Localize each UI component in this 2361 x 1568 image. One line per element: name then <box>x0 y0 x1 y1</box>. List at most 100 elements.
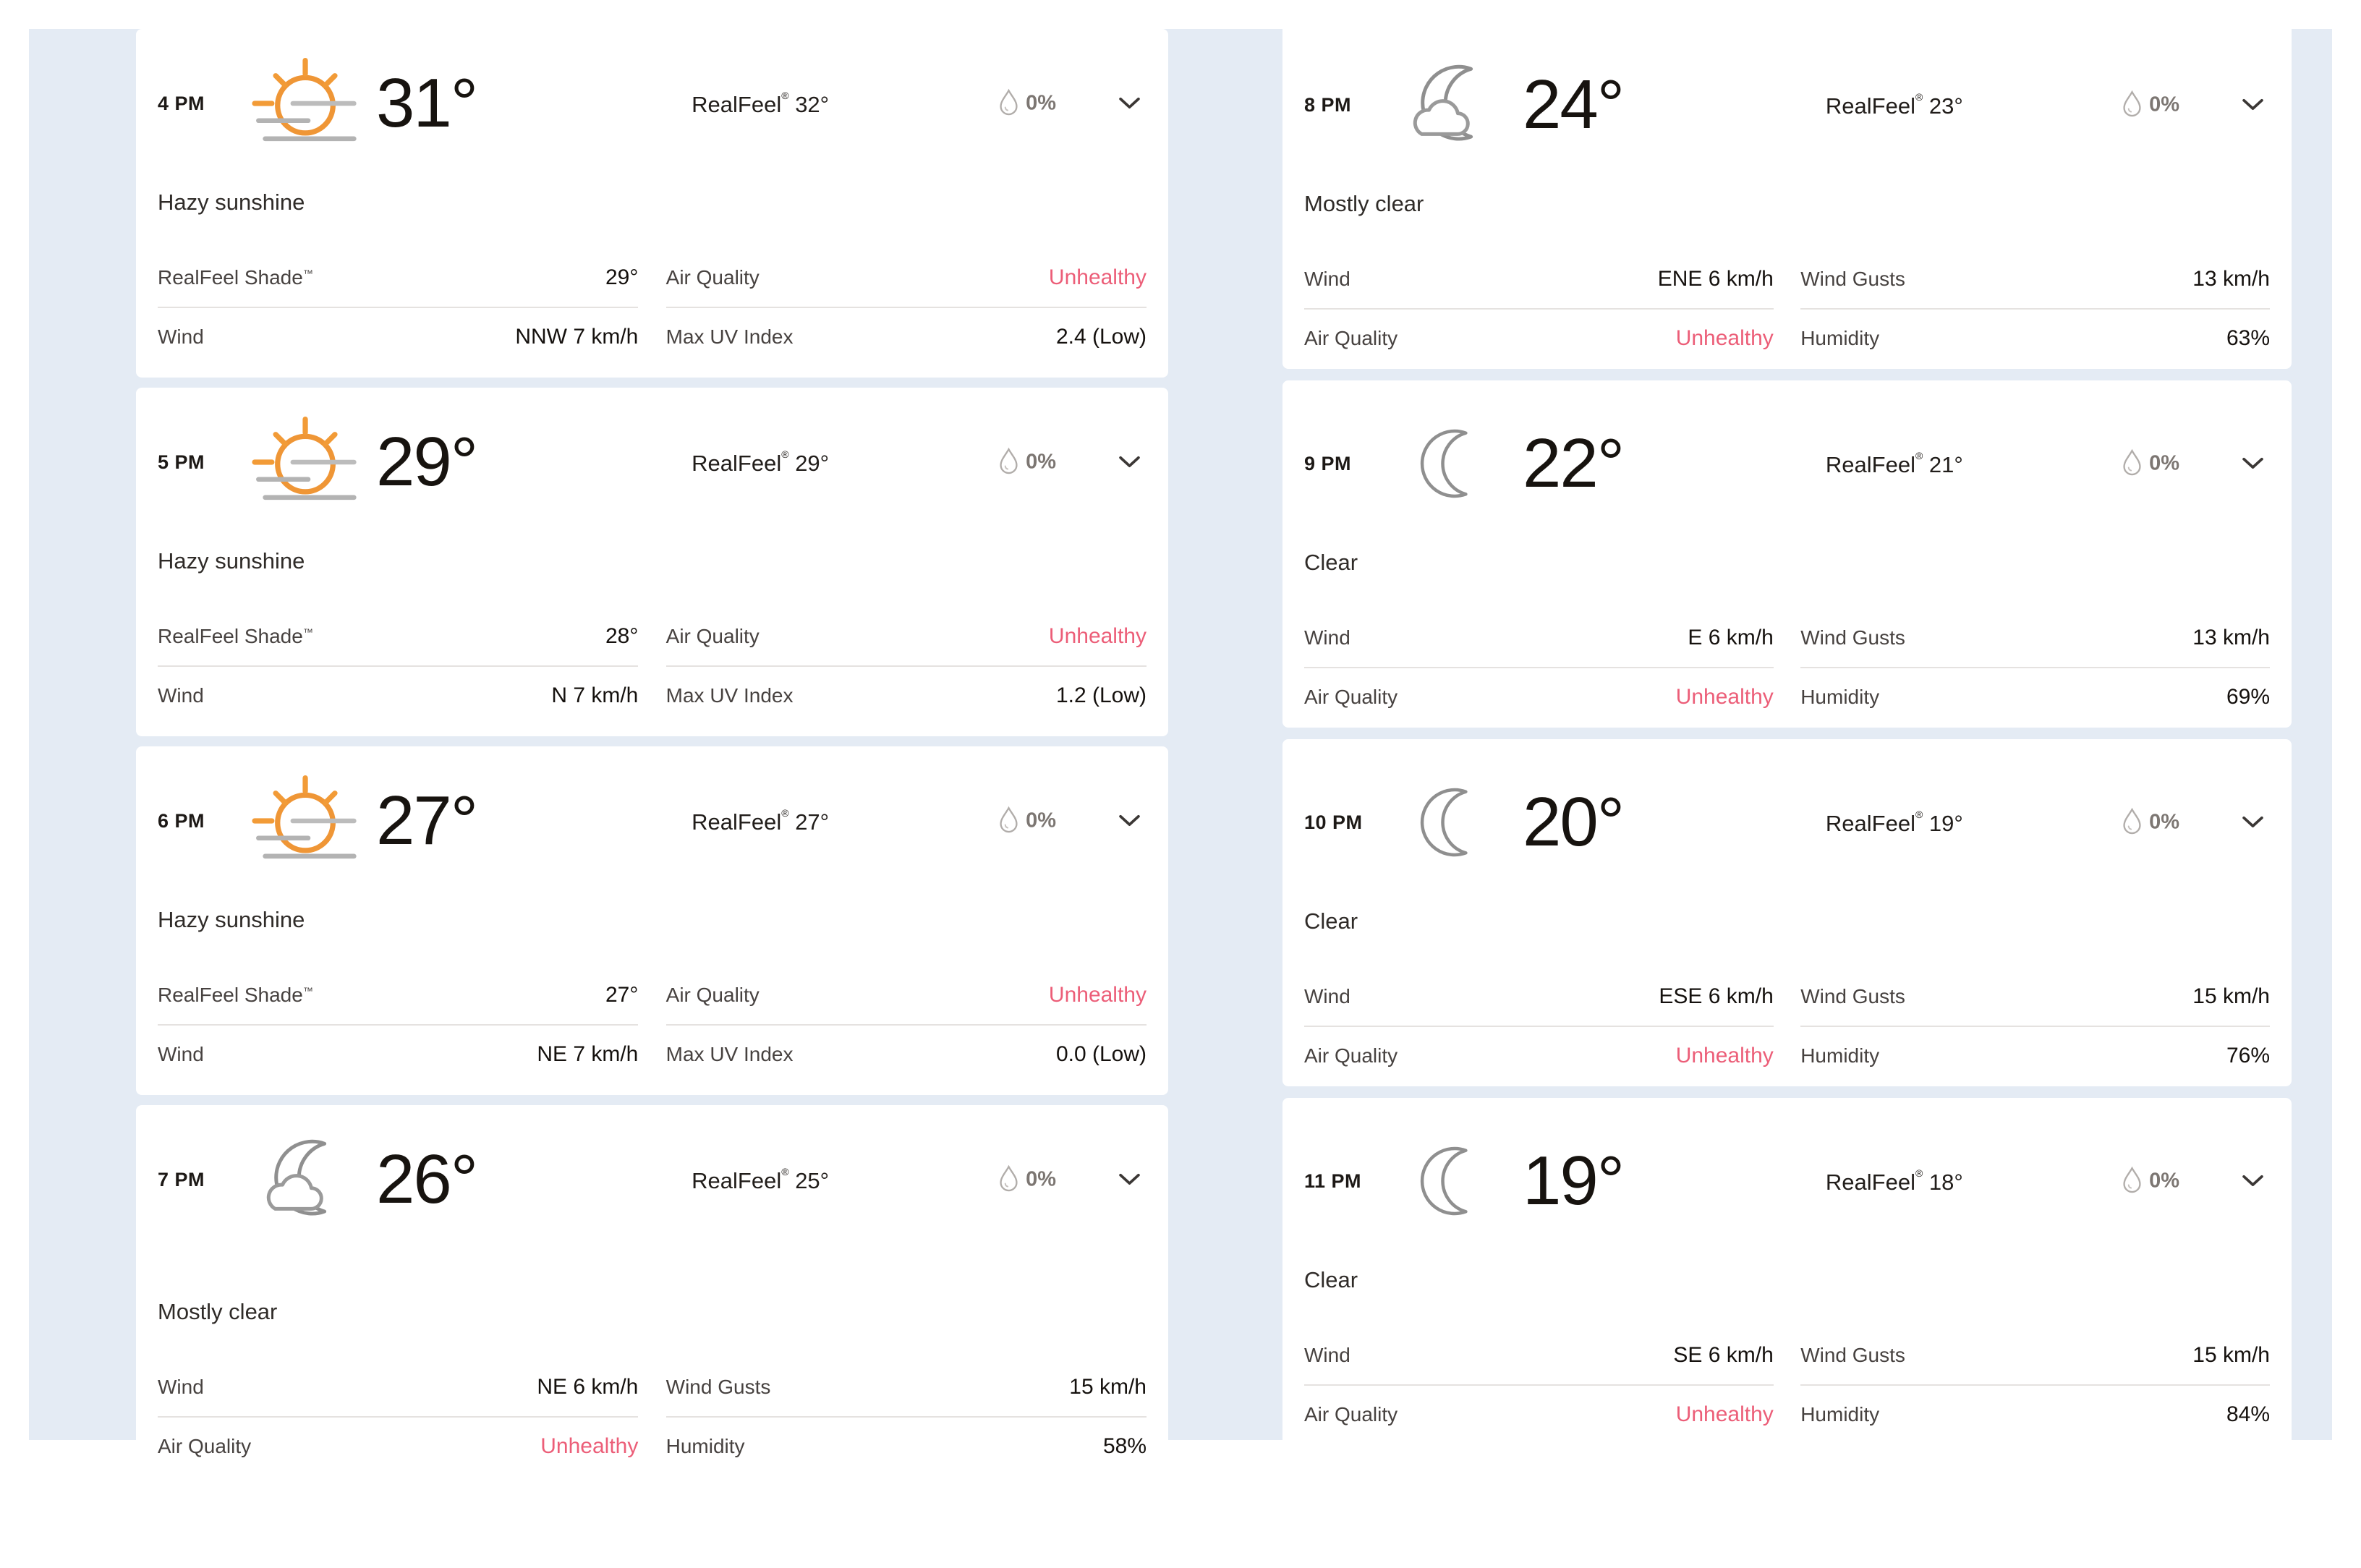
detail-row: RealFeel Shade™ 28° <box>158 621 638 652</box>
detail-value: 29° <box>605 265 639 289</box>
card-header: 7 PM 26° RealFeel® 25° 0% <box>158 1118 1147 1241</box>
detail-value: 63% <box>2226 326 2270 350</box>
detail-row: Air Quality Unhealthy <box>1304 681 1774 713</box>
realfeel-value: 29° <box>795 450 830 476</box>
divider <box>158 1024 639 1026</box>
realfeel-label: RealFeel <box>1825 93 1915 119</box>
detail-label: Wind <box>158 1376 204 1398</box>
detail-row: Wind Gusts 15 km/h <box>1800 1339 2270 1371</box>
detail-value: 15 km/h <box>2192 984 2270 1008</box>
hour-card-4pm: 4 PM 31° RealFeel® 32° 0% Hazy sunshine <box>136 29 1168 378</box>
card-header: 11 PM 19° RealFeel® 18° 0% <box>1304 1120 2270 1243</box>
detail-value: 13 km/h <box>2192 267 2270 291</box>
precip-expand-toggle[interactable]: 0% <box>2120 1167 2264 1196</box>
realfeel-summary: RealFeel® 27° <box>692 807 829 835</box>
precip-expand-toggle[interactable]: 0% <box>2120 90 2264 120</box>
card-header: 10 PM 20° RealFeel® 19° 0% <box>1304 761 2270 884</box>
detail-row: Humidity 58% <box>666 1431 1147 1462</box>
condition-text: Mostly clear <box>158 1299 278 1324</box>
condition-text: Clear <box>1304 550 1358 575</box>
realfeel-value: 23° <box>1928 93 1963 119</box>
precip-percent: 0% <box>1026 1167 1056 1191</box>
detail-value: E 6 km/h <box>1688 626 1774 649</box>
precip-percent: 0% <box>2149 451 2179 475</box>
hour-card-10pm: 10 PM 20° RealFeel® 19° 0% Clear <box>1282 739 2292 1086</box>
detail-row: Air Quality Unhealthy <box>666 621 1147 652</box>
card-header: 6 PM 27° RealFeel® 27° 0% <box>158 759 1147 882</box>
chevron-down-icon[interactable] <box>1118 456 1141 469</box>
precip-expand-toggle[interactable]: 0% <box>997 89 1141 119</box>
realfeel-value: 25° <box>795 1167 830 1193</box>
detail-grid: Wind ESE 6 km/h Air Quality Unhealthy Wi… <box>1304 981 2270 1072</box>
detail-label: Air Quality <box>665 625 760 647</box>
precip-expand-toggle[interactable]: 0% <box>997 806 1141 836</box>
detail-row: Air Quality Unhealthy <box>1304 1040 1774 1072</box>
detail-row: Max UV Index 0.0 (Low) <box>666 1039 1147 1070</box>
trademark-mark: ™ <box>302 268 313 279</box>
realfeel-label: RealFeel <box>692 809 782 835</box>
detail-column: Wind Gusts 15 km/h Humidity 76% <box>1800 981 2270 1072</box>
detail-column: RealFeel Shade™ 27° Wind NE 7 km/h <box>158 979 639 1070</box>
detail-row: Humidity 76% <box>1800 1040 2270 1072</box>
detail-value: 2.4 (Low) <box>1055 325 1147 349</box>
divider <box>1800 1384 2270 1386</box>
hour-card-6pm: 6 PM 27° RealFeel® 27° 0% Hazy sunshine <box>136 746 1168 1095</box>
detail-column: Wind ENE 6 km/h Air Quality Unhealthy <box>1304 263 1774 354</box>
forecast-column-right: 8 PM 24° RealFeel® 23° 0% Mostly clear <box>1282 22 2292 1568</box>
condition-text: Hazy sunshine <box>158 548 305 574</box>
precip-expand-toggle[interactable]: 0% <box>997 1165 1141 1195</box>
detail-value: NE 7 km/h <box>537 1042 639 1066</box>
realfeel-summary: RealFeel® 25° <box>692 1166 829 1194</box>
detail-row: Max UV Index 2.4 (Low) <box>666 321 1147 353</box>
droplet-icon <box>2120 1167 2144 1196</box>
detail-label: Humidity <box>1800 327 1880 349</box>
detail-column: Wind SE 6 km/h Air Quality Unhealthy <box>1304 1339 1774 1431</box>
droplet-icon <box>2120 90 2144 120</box>
chevron-down-icon[interactable] <box>2242 457 2264 471</box>
detail-row: Wind E 6 km/h <box>1304 622 1774 654</box>
precip-expand-toggle[interactable]: 0% <box>997 448 1141 477</box>
realfeel-label: RealFeel <box>692 91 782 117</box>
hazy-sunshine-icon <box>243 46 373 161</box>
detail-value: SE 6 km/h <box>1673 1343 1774 1367</box>
detail-label: Air Quality <box>1304 1403 1398 1426</box>
moon-icon <box>1390 764 1520 880</box>
detail-value: 58% <box>1102 1434 1147 1458</box>
detail-row: RealFeel Shade™ 27° <box>158 979 638 1011</box>
divider <box>1800 308 2270 310</box>
chevron-down-icon[interactable] <box>2242 816 2264 830</box>
condition-text: Clear <box>1304 908 1358 934</box>
chevron-down-icon[interactable] <box>2242 98 2264 112</box>
detail-row: Wind N 7 km/h <box>158 680 638 712</box>
detail-row: Wind NE 7 km/h <box>158 1039 638 1070</box>
detail-value: 84% <box>2226 1402 2270 1426</box>
detail-value: 28° <box>605 624 639 648</box>
divider <box>665 307 1147 308</box>
chevron-down-icon[interactable] <box>1118 814 1141 828</box>
time-label: 4 PM <box>158 92 205 114</box>
precip-expand-toggle[interactable]: 0% <box>2120 808 2264 838</box>
registered-mark: ® <box>781 806 789 819</box>
detail-row: Wind Gusts 13 km/h <box>1800 263 2270 295</box>
air-quality-status: Unhealthy <box>1675 326 1774 350</box>
detail-label: Air Quality <box>665 266 760 289</box>
chevron-down-icon[interactable] <box>2242 1175 2264 1188</box>
detail-column: Wind ESE 6 km/h Air Quality Unhealthy <box>1304 981 1774 1072</box>
hazy-sunshine-icon <box>243 763 373 879</box>
detail-grid: Wind NE 6 km/h Air Quality Unhealthy Win… <box>158 1371 1147 1462</box>
registered-mark: ® <box>1915 808 1923 820</box>
detail-column: Wind Gusts 15 km/h Humidity 58% <box>665 1371 1147 1462</box>
detail-column: Wind NE 6 km/h Air Quality Unhealthy <box>158 1371 639 1462</box>
time-label: 5 PM <box>158 451 205 473</box>
moon-cloud-icon <box>1390 47 1520 163</box>
moon-icon <box>1390 1123 1520 1239</box>
droplet-icon <box>997 448 1021 477</box>
time-label: 7 PM <box>158 1168 205 1190</box>
detail-grid: Wind E 6 km/h Air Quality Unhealthy Wind… <box>1304 622 2270 713</box>
realfeel-value: 19° <box>1928 810 1963 836</box>
chevron-down-icon[interactable] <box>1118 1173 1141 1187</box>
detail-grid: Wind SE 6 km/h Air Quality Unhealthy Win… <box>1304 1339 2270 1431</box>
chevron-down-icon[interactable] <box>1118 97 1141 111</box>
temperature: 22° <box>1523 425 1625 502</box>
precip-expand-toggle[interactable]: 0% <box>2120 449 2264 479</box>
